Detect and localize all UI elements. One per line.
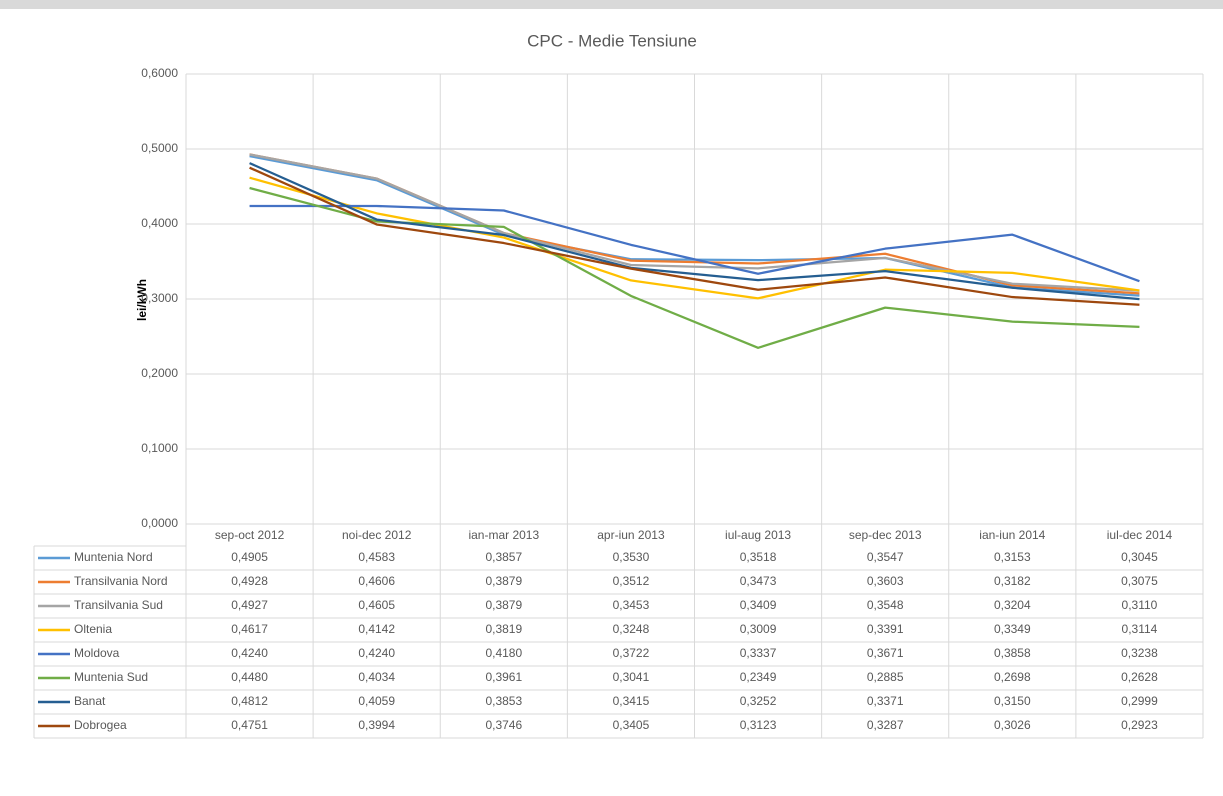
- table-value: 0,2999: [1121, 694, 1158, 708]
- table-value: 0,3045: [1121, 550, 1158, 564]
- table-value: 0,3879: [485, 574, 522, 588]
- table-value: 0,4927: [231, 598, 268, 612]
- table-value: 0,4142: [358, 622, 395, 636]
- table-value: 0,3603: [867, 574, 904, 588]
- table-value: 0,3961: [485, 670, 522, 684]
- legend-label: Muntenia Nord: [74, 550, 153, 564]
- table-value: 0,2628: [1121, 670, 1158, 684]
- table-value: 0,3547: [867, 550, 904, 564]
- table-value: 0,2698: [994, 670, 1031, 684]
- x-tick-label: sep-oct 2012: [215, 528, 285, 542]
- table-value: 0,3518: [740, 550, 777, 564]
- table-value: 0,4928: [231, 574, 268, 588]
- top-border: [0, 0, 1223, 9]
- legend-label: Transilvania Nord: [74, 574, 168, 588]
- table-value: 0,3453: [613, 598, 650, 612]
- legend-label: Transilvania Sud: [74, 598, 163, 612]
- table-value: 0,3879: [485, 598, 522, 612]
- table-value: 0,3182: [994, 574, 1031, 588]
- table-value: 0,3349: [994, 622, 1031, 636]
- table-value: 0,4583: [358, 550, 395, 564]
- table-value: 0,4812: [231, 694, 268, 708]
- x-tick-label: sep-dec 2013: [849, 528, 922, 542]
- table-value: 0,3671: [867, 646, 904, 660]
- series-line: [249, 204, 1140, 283]
- table-value: 0,3114: [1122, 622, 1158, 636]
- table-value: 0,3252: [740, 694, 777, 708]
- table-value: 0,3548: [867, 598, 904, 612]
- y-axis-label: lei/kWh: [135, 279, 149, 321]
- table-value: 0,3391: [867, 622, 904, 636]
- table-value: 0,3009: [740, 622, 777, 636]
- table-value: 0,3473: [740, 574, 777, 588]
- table-value: 0,3248: [613, 622, 650, 636]
- table-value: 0,4905: [231, 550, 268, 564]
- table-value: 0,3287: [867, 718, 904, 732]
- x-tick-label: apr-iun 2013: [597, 528, 665, 542]
- x-tick-label: ian-iun 2014: [979, 528, 1045, 542]
- table-value: 0,3123: [740, 718, 777, 732]
- table-value: 0,4751: [231, 718, 268, 732]
- y-tick-label: 0,3000: [141, 291, 178, 305]
- y-tick-label: 0,1000: [141, 441, 178, 455]
- table-value: 0,4240: [231, 646, 268, 660]
- table-value: 0,4180: [485, 646, 522, 660]
- table-value: 0,4617: [231, 622, 268, 636]
- table-value: 0,3819: [485, 622, 522, 636]
- y-tick-label: 0,4000: [141, 216, 178, 230]
- table-value: 0,3415: [613, 694, 650, 708]
- legend-label: Moldova: [74, 646, 120, 660]
- table-value: 0,3853: [485, 694, 522, 708]
- table-value: 0,3409: [740, 598, 777, 612]
- y-tick-label: 0,6000: [141, 66, 178, 80]
- x-tick-label: iul-aug 2013: [725, 528, 791, 542]
- table-value: 0,3110: [1122, 598, 1158, 612]
- table-value: 0,3857: [485, 550, 522, 564]
- table-value: 0,4059: [358, 694, 395, 708]
- legend-label: Oltenia: [74, 622, 112, 636]
- table-value: 0,3337: [740, 646, 777, 660]
- table-value: 0,3371: [867, 694, 904, 708]
- table-value: 0,3204: [994, 598, 1031, 612]
- table-value: 0,3858: [994, 646, 1031, 660]
- table-value: 0,3041: [613, 670, 650, 684]
- table-value: 0,3238: [1121, 646, 1158, 660]
- y-tick-label: 0,5000: [141, 141, 178, 155]
- table-value: 0,4605: [358, 598, 395, 612]
- table-value: 0,4480: [231, 670, 268, 684]
- x-tick-label: ian-mar 2013: [468, 528, 539, 542]
- table-value: 0,2885: [867, 670, 904, 684]
- table-value: 0,3075: [1121, 574, 1158, 588]
- x-tick-label: iul-dec 2014: [1107, 528, 1173, 542]
- table-value: 0,4034: [358, 670, 395, 684]
- y-tick-label: 0,2000: [141, 366, 178, 380]
- y-tick-label: 0,0000: [141, 516, 178, 530]
- table-value: 0,3153: [994, 550, 1031, 564]
- series-line: [249, 166, 1140, 306]
- chart-title: CPC - Medie Tensiune: [527, 31, 697, 50]
- table-value: 0,3405: [613, 718, 650, 732]
- x-tick-label: noi-dec 2012: [342, 528, 412, 542]
- table-value: 0,3746: [485, 718, 522, 732]
- table-value: 0,2923: [1121, 718, 1158, 732]
- table-value: 0,3530: [613, 550, 650, 564]
- table-value: 0,3994: [358, 718, 395, 732]
- series-line: [249, 162, 1140, 301]
- table-value: 0,3150: [994, 694, 1031, 708]
- legend-label: Muntenia Sud: [74, 670, 148, 684]
- series-line: [249, 153, 1140, 292]
- table-value: 0,2349: [740, 670, 777, 684]
- table-value: 0,4240: [358, 646, 395, 660]
- table-value: 0,3512: [613, 574, 650, 588]
- legend-label: Dobrogea: [74, 718, 127, 732]
- table-value: 0,3722: [613, 646, 650, 660]
- table-value: 0,3026: [994, 718, 1031, 732]
- legend-label: Banat: [74, 694, 106, 708]
- series-line: [249, 176, 1140, 300]
- table-value: 0,4606: [358, 574, 395, 588]
